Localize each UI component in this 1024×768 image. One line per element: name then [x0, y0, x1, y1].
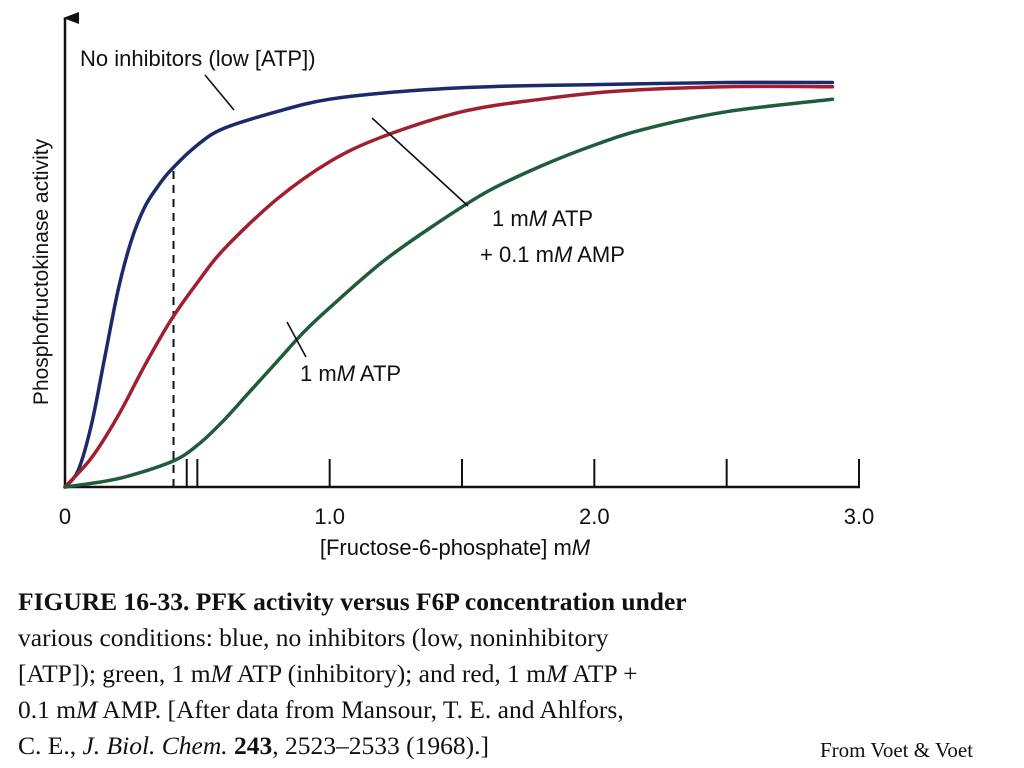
series-atp-amp	[63, 84, 835, 489]
figure-title: PFK activity versus F6P concentration un…	[195, 587, 687, 616]
source-credit: From Voet & Voet	[820, 738, 974, 762]
annotation-atp-amp-line1: 1 mM ATP	[492, 206, 593, 231]
caption-line-1: various conditions: blue, no inhibitors …	[18, 623, 609, 652]
leader-atp	[286, 321, 307, 358]
series-atp	[63, 97, 835, 489]
x-ticks	[185, 459, 860, 487]
series-no-inhibitors	[63, 80, 835, 489]
annotation-atp: 1 mM ATP	[300, 361, 401, 386]
x-axis-label: [Fructose-6-phosphate] mM	[320, 535, 591, 560]
figure-label: FIGURE 16-33.	[18, 587, 190, 616]
y-axis-label: Phosphofructokinase activity	[30, 138, 53, 405]
leader-atp-amp	[371, 117, 469, 207]
x-tick-label: 2.0	[579, 504, 610, 529]
leader-no-inhibitors	[204, 74, 235, 111]
x-tick-label: 0	[59, 504, 71, 529]
annotation-no-inhibitors: No inhibitors (low [ATP])	[80, 46, 316, 71]
caption-line-3: 0.1 mM AMP. [After data from Mansour, T.…	[18, 695, 624, 724]
annotation-atp-amp-line2: + 0.1 mM AMP	[480, 242, 625, 267]
x-tick-label: 1.0	[314, 504, 345, 529]
figure-caption: FIGURE 16-33. PFK activity versus F6P co…	[18, 584, 868, 764]
x-tick-labels: 0 1.0 2.0 3.0	[59, 504, 874, 529]
caption-line-4: C. E., J. Biol. Chem. 243, 2523–2533 (19…	[18, 731, 490, 760]
chart: 0 1.0 2.0 3.0 Phosphofructokinase activity …	[30, 12, 874, 560]
series-group	[63, 80, 835, 489]
x-tick-label: 3.0	[844, 504, 875, 529]
caption-line-2: [ATP]); green, 1 mM ATP (inhibitory); an…	[18, 659, 638, 688]
